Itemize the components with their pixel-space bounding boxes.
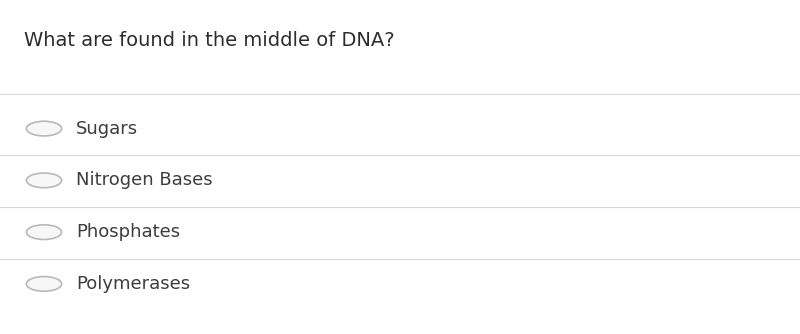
Circle shape xyxy=(26,225,62,239)
Text: Nitrogen Bases: Nitrogen Bases xyxy=(76,171,213,189)
Circle shape xyxy=(26,277,62,291)
Circle shape xyxy=(26,121,62,136)
Text: Phosphates: Phosphates xyxy=(76,223,180,241)
Text: Sugars: Sugars xyxy=(76,120,138,138)
Circle shape xyxy=(26,173,62,188)
Text: What are found in the middle of DNA?: What are found in the middle of DNA? xyxy=(24,31,394,49)
Text: Polymerases: Polymerases xyxy=(76,275,190,293)
